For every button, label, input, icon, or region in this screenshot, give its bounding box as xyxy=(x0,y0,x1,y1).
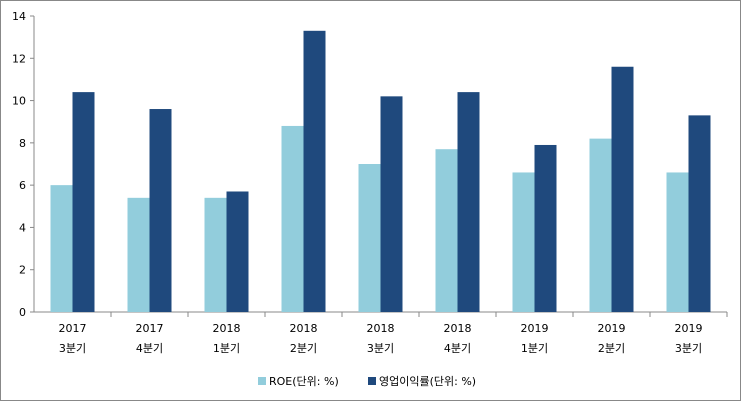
legend-swatch xyxy=(258,377,266,385)
bar-roe xyxy=(127,197,150,312)
x-tick-label: 2019 xyxy=(521,322,549,335)
bar-operating-margin xyxy=(72,92,95,312)
legend-swatch xyxy=(368,377,376,385)
x-tick-label: 2018 xyxy=(213,322,241,335)
legend-label: 영업이익률(단위: %) xyxy=(379,375,476,388)
x-tick-label: 2분기 xyxy=(598,342,625,355)
bar-roe xyxy=(512,172,535,312)
x-tick-label: 2018 xyxy=(290,322,318,335)
bar-operating-margin xyxy=(534,144,557,312)
bar-roe xyxy=(358,164,381,312)
x-tick-label: 2018 xyxy=(367,322,395,335)
x-tick-label: 2018 xyxy=(444,322,472,335)
x-tick-label: 1분기 xyxy=(521,342,548,355)
y-tick-label: 6 xyxy=(19,179,26,192)
bar-roe xyxy=(589,138,612,312)
bar-roe xyxy=(666,172,689,312)
legend-label: ROE(단위: %) xyxy=(269,375,339,388)
x-tick-label: 4분기 xyxy=(136,342,163,355)
bar-operating-margin xyxy=(226,191,249,312)
bar-operating-margin xyxy=(611,66,634,312)
bar-operating-margin xyxy=(380,96,403,312)
x-tick-label: 2017 xyxy=(59,322,87,335)
bar-roe xyxy=(204,197,227,312)
bar-operating-margin xyxy=(688,115,711,312)
x-tick-label: 2017 xyxy=(136,322,164,335)
x-tick-label: 3분기 xyxy=(675,342,702,355)
y-tick-label: 2 xyxy=(19,264,26,277)
bar-operating-margin xyxy=(457,92,480,312)
bar-roe xyxy=(435,149,458,312)
x-tick-label: 2019 xyxy=(675,322,703,335)
x-tick-label: 2분기 xyxy=(290,342,317,355)
bar-roe xyxy=(281,125,304,312)
x-tick-label: 3분기 xyxy=(367,342,394,355)
y-tick-label: 0 xyxy=(19,306,26,319)
y-tick-label: 14 xyxy=(12,10,26,23)
y-tick-label: 10 xyxy=(12,95,26,108)
bar-operating-margin xyxy=(149,109,172,313)
y-tick-label: 12 xyxy=(12,52,26,65)
x-tick-label: 2019 xyxy=(598,322,626,335)
bar-roe xyxy=(50,185,73,312)
x-tick-label: 1분기 xyxy=(213,342,240,355)
bar-operating-margin xyxy=(303,30,326,313)
x-tick-label: 3분기 xyxy=(59,342,86,355)
y-tick-label: 4 xyxy=(19,221,26,234)
y-tick-label: 8 xyxy=(19,137,26,150)
x-tick-label: 4분기 xyxy=(444,342,471,355)
